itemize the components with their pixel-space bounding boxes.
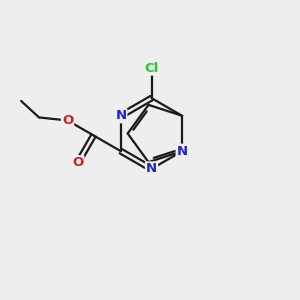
Text: O: O — [72, 156, 83, 169]
Text: Cl: Cl — [144, 61, 159, 75]
Text: N: N — [177, 145, 188, 158]
Text: N: N — [146, 162, 157, 176]
Text: N: N — [115, 109, 126, 122]
Text: O: O — [62, 114, 73, 127]
